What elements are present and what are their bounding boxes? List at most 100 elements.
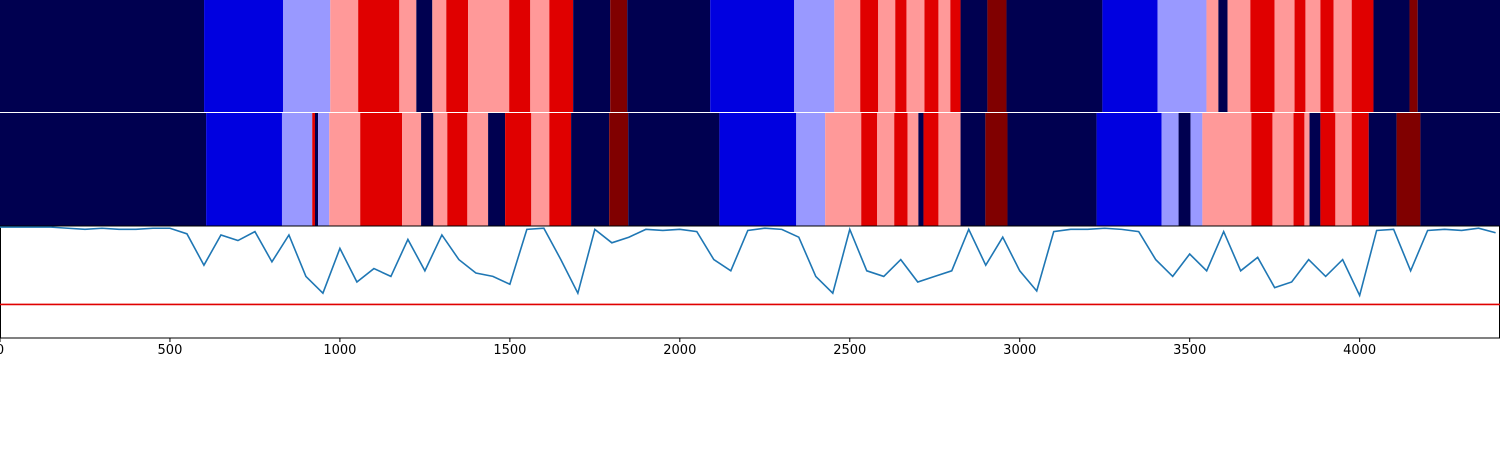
segment xyxy=(1305,0,1321,112)
segment xyxy=(987,0,1007,112)
segment xyxy=(1333,0,1352,112)
segment xyxy=(432,0,447,112)
segment xyxy=(1096,113,1162,226)
segment xyxy=(1320,0,1334,112)
segment xyxy=(985,113,1008,226)
segment xyxy=(1351,113,1369,226)
segment xyxy=(1178,113,1191,226)
segment xyxy=(1006,0,1103,112)
segment xyxy=(938,0,951,112)
segment xyxy=(906,0,925,112)
segment xyxy=(505,113,532,226)
segment xyxy=(923,113,939,226)
segment xyxy=(330,0,359,112)
segment xyxy=(825,113,862,226)
segment xyxy=(1227,0,1251,112)
segment xyxy=(1294,0,1306,112)
segment xyxy=(447,113,468,226)
segment xyxy=(318,113,330,226)
segment xyxy=(1293,113,1305,226)
segment xyxy=(0,113,207,226)
segment xyxy=(509,0,531,112)
segment xyxy=(1190,113,1203,226)
segment xyxy=(877,113,895,226)
segment xyxy=(907,113,919,226)
x-tick-label: 4000 xyxy=(1343,343,1376,358)
segment xyxy=(314,113,319,226)
segment xyxy=(549,0,574,112)
segment xyxy=(549,113,572,226)
segment xyxy=(1206,0,1219,112)
segment xyxy=(1373,0,1410,112)
segment xyxy=(468,0,510,112)
segment xyxy=(1157,0,1207,112)
segment xyxy=(628,113,720,226)
x-tick-label: 0 xyxy=(0,343,4,358)
segment xyxy=(719,113,797,226)
segment xyxy=(960,113,986,226)
segment xyxy=(1272,113,1294,226)
segment xyxy=(1309,113,1321,226)
segment xyxy=(467,113,489,226)
segment xyxy=(1320,113,1336,226)
segment xyxy=(358,0,400,112)
segment xyxy=(1417,0,1500,112)
segment xyxy=(1007,113,1097,226)
segment xyxy=(894,113,908,226)
segment xyxy=(796,113,826,226)
line xyxy=(0,226,1496,298)
segment xyxy=(609,113,629,226)
segment xyxy=(312,113,315,226)
segment xyxy=(924,0,939,112)
segment xyxy=(416,0,433,112)
segment xyxy=(1368,113,1397,226)
x-tick-label: 2500 xyxy=(833,343,866,358)
segment xyxy=(433,113,448,226)
segment xyxy=(610,0,628,112)
x-tick-label: 1500 xyxy=(493,343,526,358)
segment xyxy=(1161,113,1179,226)
segment xyxy=(1250,0,1275,112)
segment xyxy=(1251,113,1273,226)
segment xyxy=(204,0,283,112)
segment xyxy=(860,0,879,112)
segment xyxy=(960,0,988,112)
segment xyxy=(1102,0,1158,112)
segment xyxy=(446,0,469,112)
segment xyxy=(206,113,282,226)
segment xyxy=(360,113,403,226)
segment xyxy=(918,113,924,226)
x-tick-label: 3500 xyxy=(1173,343,1206,358)
segment xyxy=(282,0,331,112)
segment xyxy=(402,113,422,226)
segment xyxy=(281,113,313,226)
segment xyxy=(399,0,417,112)
segment xyxy=(950,0,961,112)
segment xyxy=(488,113,506,226)
segment xyxy=(1304,113,1310,226)
x-tick-label: 1000 xyxy=(323,343,356,358)
segment xyxy=(1218,0,1228,112)
segment xyxy=(531,113,550,226)
segment xyxy=(571,113,610,226)
segment xyxy=(794,0,835,112)
segment xyxy=(1396,113,1421,226)
x-tick-label: 2000 xyxy=(663,343,696,358)
segment xyxy=(834,0,861,112)
segment xyxy=(1335,113,1352,226)
segment xyxy=(530,0,550,112)
segment xyxy=(1409,0,1418,112)
segment xyxy=(627,0,711,112)
segment xyxy=(1202,113,1252,226)
x-tick-label: 500 xyxy=(158,343,183,358)
segment xyxy=(1351,0,1374,112)
segment xyxy=(710,0,795,112)
segment xyxy=(329,113,361,226)
segment xyxy=(0,0,205,112)
segment xyxy=(938,113,961,226)
segment xyxy=(895,0,907,112)
segment xyxy=(573,0,611,112)
segment xyxy=(878,0,896,112)
segment xyxy=(861,113,878,226)
